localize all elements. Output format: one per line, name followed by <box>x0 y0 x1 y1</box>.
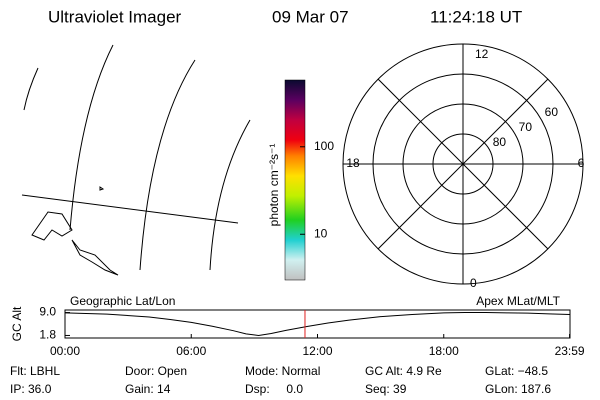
altitude-right-label: Apex MLat/MLT <box>476 294 560 308</box>
altitude-ylabel: GC Alt <box>10 306 24 341</box>
ring-label: 70 <box>519 120 533 134</box>
status-field: Door: Open <box>125 364 187 378</box>
x-tick-label: 18:00 <box>429 344 459 358</box>
colorbar-label: photon cm⁻²s⁻¹ <box>267 144 281 227</box>
x-tick-label: 23:59 <box>555 344 585 358</box>
altitude-left-label: Geographic Lat/Lon <box>70 294 175 308</box>
x-tick-label: 00:00 <box>50 344 80 358</box>
altitude-line <box>64 312 571 336</box>
colorbar-tick-label: 10 <box>314 226 328 240</box>
ring <box>372 73 554 255</box>
status-field: GLon: 187.6 <box>485 382 551 396</box>
mlt-label: 12 <box>475 47 489 61</box>
status-field: GC Alt: 4.9 Re <box>365 364 442 378</box>
ring-label: 60 <box>545 105 559 119</box>
status-field: Flt: LBHL <box>10 364 60 378</box>
mlt-label: 6 <box>578 156 585 170</box>
status-field: Dsp: 0.0 <box>245 382 303 396</box>
status-field: Gain: 14 <box>125 382 171 396</box>
colorbar-tick-label: 100 <box>314 139 334 153</box>
status-field: IP: 36.0 <box>10 382 52 396</box>
date: 09 Mar 07 <box>272 7 349 26</box>
y-tick-label: 1.8 <box>39 328 56 342</box>
title: Ultraviolet Imager <box>48 7 182 26</box>
time: 11:24:18 UT <box>430 7 522 26</box>
ring <box>432 133 494 195</box>
x-tick-label: 12:00 <box>302 344 332 358</box>
y-tick-label: 9.0 <box>39 305 56 319</box>
colorbar <box>284 79 306 281</box>
mlt-label: 18 <box>346 156 360 170</box>
altitude-frame <box>64 309 571 339</box>
x-tick-label: 06:00 <box>176 344 206 358</box>
map <box>21 44 251 276</box>
status-field: Mode: Normal <box>245 364 320 378</box>
status-field: GLat: −48.5 <box>485 364 548 378</box>
mlt-label: 0 <box>470 276 477 290</box>
polar-frame <box>342 43 584 285</box>
status-field: Seq: 39 <box>365 382 407 396</box>
ring <box>402 103 524 225</box>
ring-label: 80 <box>493 135 507 149</box>
